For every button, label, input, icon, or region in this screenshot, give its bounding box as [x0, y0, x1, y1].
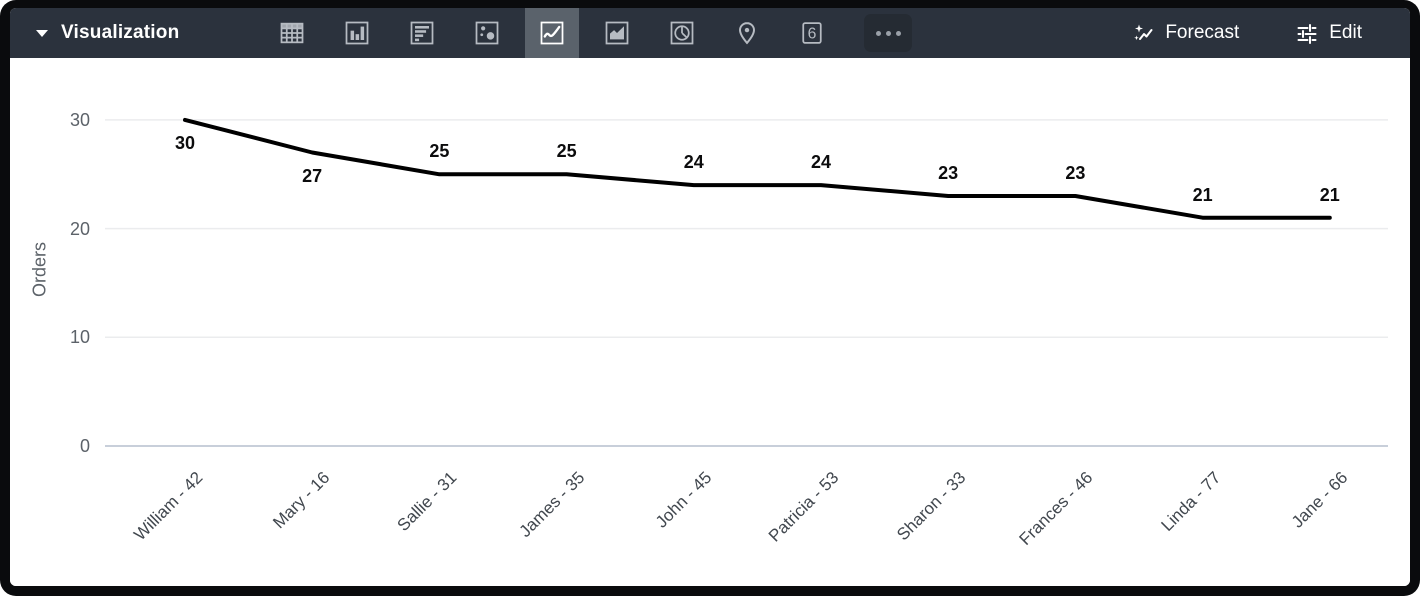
- chart-type-single-value[interactable]: 6: [785, 8, 839, 58]
- table-chart-icon: [281, 22, 304, 44]
- forecast-button[interactable]: Forecast: [1131, 21, 1239, 45]
- more-chart-types-button[interactable]: [864, 14, 913, 52]
- caret-down-icon: [36, 29, 48, 37]
- pie-chart-icon: [671, 21, 694, 45]
- y-tick-label: 30: [69, 109, 90, 130]
- column-chart-icon: [346, 21, 369, 45]
- data-point-label: 23: [1065, 162, 1086, 183]
- data-point-label: 25: [556, 141, 577, 162]
- single-value-icon: 6: [802, 22, 823, 44]
- line-chart-area: Orders 0 10 20 30 30 27 25 25 24 24 23 23 21 21 Willia…: [10, 58, 1410, 586]
- edit-button[interactable]: Edit: [1295, 21, 1362, 45]
- data-point-label: 21: [1192, 184, 1213, 205]
- line-chart-svg: [105, 117, 1388, 447]
- y-tick-label: 10: [69, 327, 90, 348]
- chart-type-pie[interactable]: [655, 8, 709, 58]
- scatter-chart-icon: [476, 21, 499, 45]
- data-point-label: 30: [174, 132, 196, 153]
- map-pin-icon: [739, 22, 756, 45]
- area-chart-icon: [606, 21, 629, 45]
- svg-text:6: 6: [808, 25, 817, 42]
- data-point-label: 27: [302, 165, 323, 186]
- series-line[interactable]: [183, 117, 1332, 220]
- data-point-label: 24: [810, 152, 832, 173]
- chart-type-map[interactable]: [720, 8, 774, 58]
- panel-title: Visualization: [61, 22, 180, 43]
- sparkle-trend-icon: [1134, 24, 1153, 41]
- bar-chart-icon: [411, 21, 434, 45]
- visualization-panel: Visualization 6: [10, 8, 1410, 586]
- ellipsis-icon: [875, 30, 881, 36]
- visualization-collapse-toggle[interactable]: Visualization: [10, 22, 179, 44]
- tune-sliders-icon: [1297, 24, 1317, 44]
- data-point-label: 21: [1319, 184, 1340, 205]
- line-chart-icon: [541, 21, 564, 45]
- y-tick-label: 0: [79, 436, 90, 456]
- chart-type-scatter[interactable]: [460, 8, 514, 58]
- chart-type-table[interactable]: [265, 8, 319, 58]
- y-tick-label: 20: [69, 218, 90, 239]
- chart-type-column[interactable]: [330, 8, 384, 58]
- chart-type-strip: 6: [265, 8, 913, 58]
- chart-type-area[interactable]: [590, 8, 644, 58]
- forecast-label: Forecast: [1165, 22, 1240, 43]
- chart-type-line-selected[interactable]: [525, 8, 580, 58]
- data-point-label: 24: [683, 152, 704, 173]
- chart-type-bar[interactable]: [395, 8, 449, 58]
- data-point-label: 25: [429, 141, 450, 162]
- edit-label: Edit: [1329, 22, 1362, 43]
- visualization-toolbar: Visualization 6: [10, 8, 1410, 58]
- data-point-label: 23: [938, 162, 959, 183]
- toolbar-actions: Forecast Edit: [1131, 21, 1410, 45]
